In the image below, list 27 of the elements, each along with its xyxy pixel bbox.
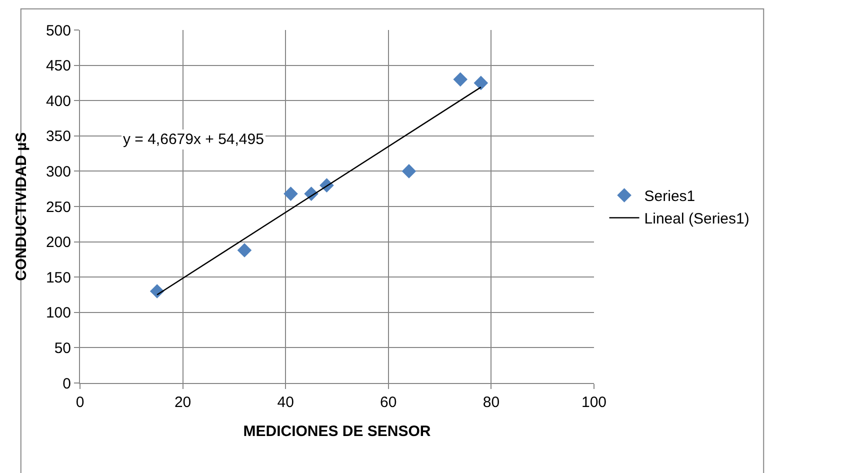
y-axis-title: CONDUCTIVIDAD µS	[13, 132, 30, 281]
point	[402, 164, 416, 178]
y-tick-label: 400	[46, 92, 71, 110]
legend-label: Lineal (Series1)	[644, 210, 750, 228]
y-tick-label: 150	[46, 269, 71, 286]
x-tick-label: 80	[482, 394, 500, 411]
y-tick-label: 200	[46, 234, 71, 252]
y-tick-label: 50	[54, 340, 71, 357]
y-tick-label: 0	[62, 375, 71, 392]
y-tick-label: 350	[46, 128, 71, 146]
x-tick-label: 60	[380, 394, 397, 411]
point	[284, 186, 298, 201]
y-tick-label: 100	[46, 304, 71, 322]
x-tick-label: 40	[277, 394, 294, 411]
y-tick-label: 250	[46, 198, 71, 216]
x-tick-label: 0	[76, 394, 84, 411]
y-tick-label: 500	[46, 22, 71, 40]
annotation: y = 4,6679x + 54,495	[123, 131, 264, 148]
point	[237, 243, 252, 258]
y-tick-label: 450	[46, 58, 71, 75]
x-axis-title: MEDICIONES DE SENSOR	[243, 423, 431, 440]
point	[453, 72, 468, 87]
x-tick-label: 20	[174, 394, 192, 411]
x-tick-label: 100	[581, 394, 607, 411]
y-tick-label: 300	[46, 163, 71, 180]
legend-label: Series1	[644, 188, 696, 206]
point	[474, 76, 488, 90]
